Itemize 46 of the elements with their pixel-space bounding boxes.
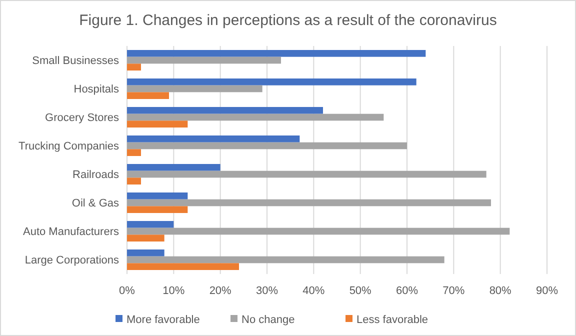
x-tick-label: 30% [256, 285, 278, 297]
bar [127, 263, 239, 270]
legend-label: Less favorable [356, 314, 428, 326]
bar [127, 85, 262, 92]
x-tick-label: 10% [162, 285, 185, 297]
bar [127, 249, 164, 256]
legend-label: No change [242, 314, 295, 326]
bar [127, 199, 491, 206]
bar [127, 56, 281, 64]
bar [127, 178, 141, 185]
legend-label: More favorable [126, 314, 200, 326]
y-tick-label: Trucking Companies [18, 140, 120, 153]
x-tick-label: 40% [302, 285, 325, 297]
bar [127, 170, 486, 178]
bar [127, 92, 169, 100]
y-tick-label: Auto Manufacturers [23, 226, 120, 238]
bar [127, 142, 407, 150]
bar [127, 106, 323, 114]
x-tick-label: 70% [442, 285, 465, 297]
bar [127, 192, 188, 200]
bar [127, 164, 220, 171]
y-tick-label: Grocery Stores [45, 112, 120, 124]
bar [127, 256, 444, 264]
bar [127, 78, 416, 86]
chart-title: Figure 1. Changes in perceptions as a result of the coronavirus [79, 12, 497, 29]
bar [127, 149, 141, 156]
y-tick-label: Railroads [72, 169, 120, 182]
bar [127, 234, 164, 242]
bar [127, 114, 384, 121]
x-tick-label: 90% [536, 285, 558, 297]
bar [127, 220, 174, 228]
y-tick-label: Large Corporations [24, 254, 120, 267]
bar [127, 228, 510, 235]
y-tick-label: Oil & Gas [72, 198, 120, 210]
bar [127, 135, 300, 142]
bar [127, 50, 426, 57]
x-tick-label: 20% [209, 285, 232, 297]
x-tick-label: 60% [396, 285, 418, 297]
y-tick-label: Hospitals [74, 84, 120, 96]
bar [127, 206, 188, 214]
bar [127, 64, 141, 71]
y-tick-label: Small Businesses [32, 55, 120, 68]
x-tick-label: 0% [119, 285, 136, 297]
bar [127, 120, 188, 128]
x-tick-label: 50% [349, 285, 372, 297]
x-tick-label: 80% [489, 285, 512, 297]
